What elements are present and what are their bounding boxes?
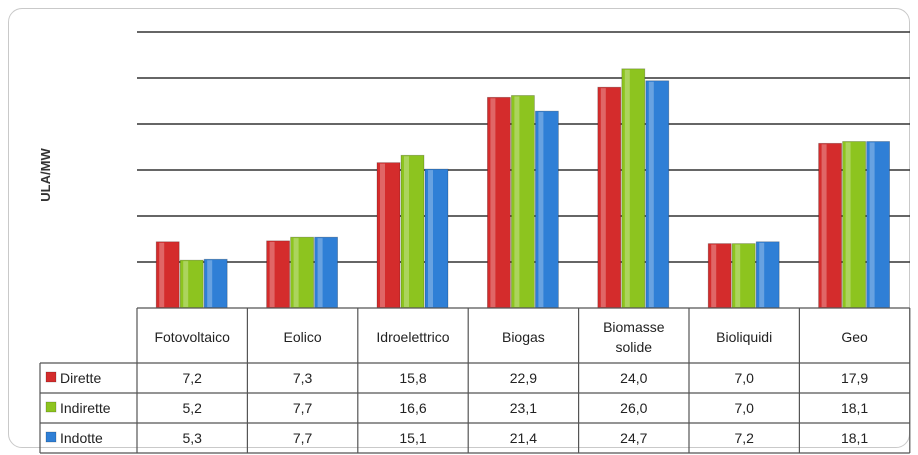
bar-highlight: [207, 260, 213, 307]
legend-swatch: [45, 401, 57, 413]
data-label: 7,0: [734, 370, 754, 386]
gridlines: [137, 31, 910, 263]
category-label: Idroelettrico: [376, 329, 449, 345]
bar-highlight: [428, 170, 433, 307]
bar-highlight: [404, 156, 409, 307]
data-label: 7,2: [182, 370, 202, 386]
category-label: Bioliquidi: [716, 329, 772, 345]
data-label: 21,4: [510, 430, 537, 446]
data-label: 17,9: [841, 370, 868, 386]
category-label: Biomasse: [603, 319, 665, 335]
bar-highlight: [293, 238, 299, 307]
data-label: 7,7: [293, 400, 313, 416]
y-axis-label: ULA/MW: [38, 148, 53, 202]
data-label: 7,7: [293, 430, 313, 446]
data-label: 5,3: [182, 430, 202, 446]
bar-highlight: [759, 242, 765, 307]
category-label: Fotovoltaico: [154, 329, 230, 345]
bar-highlight: [183, 261, 189, 307]
bar-highlight: [845, 142, 851, 307]
data-label: 18,1: [841, 400, 868, 416]
bar-highlight: [711, 244, 717, 307]
bar-highlight: [735, 244, 741, 307]
data-label: 22,9: [510, 370, 537, 386]
data-label: 18,1: [841, 430, 868, 446]
bar-highlight: [624, 69, 630, 307]
bar-highlight: [648, 81, 654, 307]
data-label: 7,0: [734, 400, 754, 416]
bar-highlight: [514, 96, 520, 307]
legend-label: Dirette: [60, 370, 101, 386]
bar-highlight: [269, 241, 275, 307]
bar-highlight: [821, 144, 827, 307]
data-label: 15,1: [399, 430, 426, 446]
data-label: 15,8: [399, 370, 426, 386]
legend-swatch: [45, 371, 57, 383]
data-table: Fotovoltaico Eolico Idroelettrico Biogas Bio…: [39, 307, 911, 454]
data-label: 24,0: [620, 370, 647, 386]
bar-highlight: [869, 142, 875, 307]
data-label: 7,2: [734, 430, 754, 446]
chart-frame: [8, 8, 910, 448]
bar-highlight: [159, 242, 165, 307]
legend-label: Indirette: [60, 400, 111, 416]
data-label: 26,0: [620, 400, 647, 416]
legend-label: Indotte: [60, 430, 103, 446]
category-label: Geo: [841, 329, 868, 345]
bar-highlight: [380, 163, 385, 307]
category-label: solide: [616, 339, 653, 355]
legend-swatch: [45, 431, 57, 443]
data-label: 5,2: [182, 400, 202, 416]
category-label: Biogas: [502, 329, 545, 345]
data-label: 7,3: [293, 370, 313, 386]
category-label: Eolico: [284, 329, 322, 345]
data-label: 24,7: [620, 430, 647, 446]
bar-highlight: [538, 112, 544, 308]
bar-highlight: [600, 88, 606, 307]
data-label: 16,6: [399, 400, 426, 416]
bar-highlight: [317, 238, 323, 307]
bar-highlight: [490, 98, 496, 307]
data-label: 23,1: [510, 400, 537, 416]
bars: [155, 68, 890, 309]
